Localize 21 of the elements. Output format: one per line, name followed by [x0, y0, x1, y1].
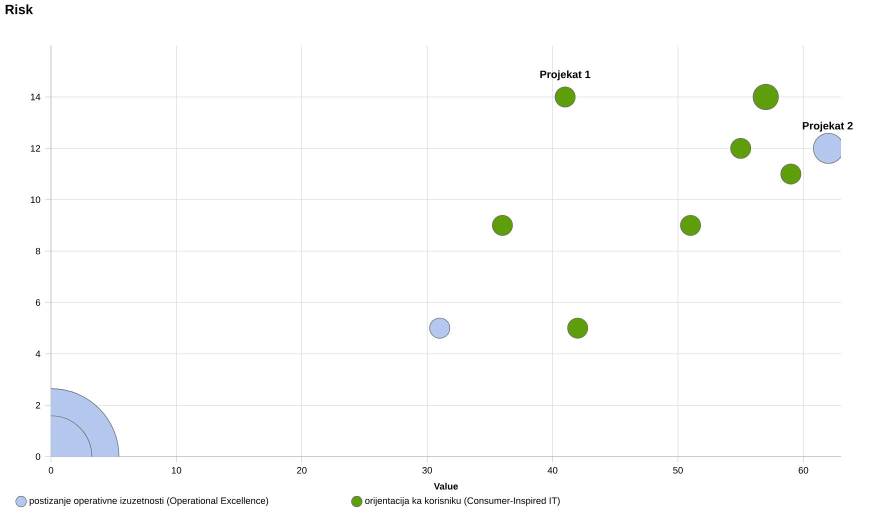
y-tick-label: 0 — [36, 454, 40, 460]
x-tick-label: 20 — [297, 467, 307, 474]
y-tick-label: 2 — [36, 402, 40, 409]
y-tick-label: 6 — [36, 299, 40, 306]
y-tick-label: 4 — [36, 350, 40, 358]
legend-label: orijentacija ka korisniku (Consumer-Inspired IT) — [365, 497, 560, 506]
y-tick-label: 14 — [30, 94, 40, 100]
x-tick-label: 30 — [422, 467, 432, 474]
y-tick-label: 8 — [36, 248, 40, 255]
x-tick-label: 60 — [798, 467, 808, 474]
x-axis-title: Value — [434, 482, 458, 490]
annotation: Projekat 2 — [802, 122, 853, 132]
y-tick-label: 10 — [30, 196, 40, 204]
x-tick-label: 10 — [172, 467, 182, 474]
y-axis-title: Risk — [6, 4, 33, 14]
x-tick-label: 0 — [48, 467, 54, 474]
legend-label: postizanje operativne izuzetnosti (Operational Excellence) — [30, 497, 268, 506]
x-tick-label: 40 — [548, 467, 558, 474]
y-tick-label: 12 — [30, 145, 40, 152]
x-tick-label: 50 — [673, 467, 683, 474]
annotation: Projekat 1 — [540, 70, 590, 80]
